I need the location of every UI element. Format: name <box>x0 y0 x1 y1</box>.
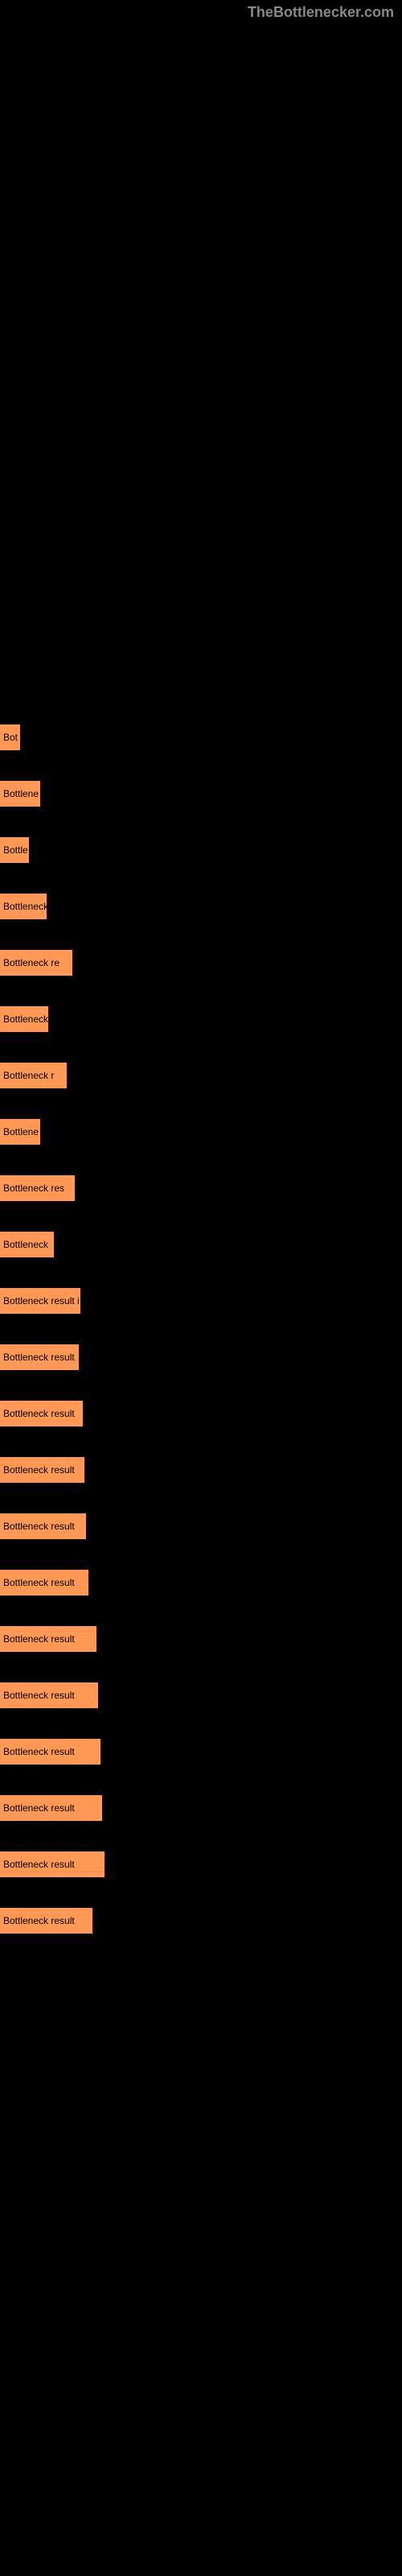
bar: Bottleneck r <box>0 1063 67 1088</box>
bar: Bottleneck result <box>0 1457 84 1483</box>
bar: Bottleneck res <box>0 1175 75 1201</box>
bar-label: Bottleneck <box>3 901 48 912</box>
bar-label: Bottleneck result <box>3 1352 75 1363</box>
bar: Bottlene <box>0 1119 40 1145</box>
bar-label: Bottleneck <box>3 1013 48 1025</box>
bar-row: Bottleneck re <box>0 950 402 976</box>
bar-row: Bottleneck result <box>0 1682 402 1708</box>
bar-label: Bottleneck result <box>3 1408 75 1419</box>
bar-label: Bottleneck result <box>3 1521 75 1532</box>
bar-row: Bottleneck <box>0 894 402 919</box>
bar: Bottlene <box>0 781 40 807</box>
bar: Bottleneck result <box>0 1626 96 1652</box>
bar-row: Bot <box>0 724 402 750</box>
bar-row: Bottleneck result <box>0 1344 402 1370</box>
bar: Bottleneck re <box>0 950 72 976</box>
bar: Bot <box>0 724 20 750</box>
bar: Bottleneck result <box>0 1570 88 1596</box>
bar-row: Bottleneck result <box>0 1457 402 1483</box>
bar-row: Bottleneck result i <box>0 1288 402 1314</box>
bar-row: Bottlene <box>0 781 402 807</box>
bar: Bottleneck result <box>0 1852 105 1877</box>
bar: Bottleneck result <box>0 1344 79 1370</box>
bar-label: Bottlene <box>3 1126 39 1137</box>
bar-label: Bottlene <box>3 788 39 799</box>
bar-label: Bot <box>3 732 18 743</box>
bar-row: Bottle <box>0 837 402 863</box>
bar-row: Bottleneck <box>0 1232 402 1257</box>
bar: Bottleneck <box>0 894 47 919</box>
bar-label: Bottleneck res <box>3 1183 64 1194</box>
bar: Bottle <box>0 837 29 863</box>
bar: Bottleneck result <box>0 1795 102 1821</box>
bar-row: Bottlene <box>0 1119 402 1145</box>
bar: Bottleneck result <box>0 1908 92 1934</box>
bar-label: Bottleneck result <box>3 1577 75 1588</box>
bar: Bottleneck result <box>0 1401 83 1426</box>
bar-label: Bottleneck <box>3 1239 48 1250</box>
bar-row: Bottleneck res <box>0 1175 402 1201</box>
bar-row: Bottleneck r <box>0 1063 402 1088</box>
bar-label: Bottleneck result i <box>3 1295 80 1307</box>
bar-label: Bottle <box>3 844 28 856</box>
watermark: TheBottlenecker.com <box>248 4 394 21</box>
bar-row: Bottleneck result <box>0 1401 402 1426</box>
bar: Bottleneck result <box>0 1739 100 1765</box>
bar-label: Bottleneck result <box>3 1746 75 1757</box>
bar-row: Bottleneck <box>0 1006 402 1032</box>
bar-label: Bottleneck result <box>3 1690 75 1701</box>
bar-row: Bottleneck result <box>0 1852 402 1877</box>
bar-row: Bottleneck result <box>0 1795 402 1821</box>
bar-row: Bottleneck result <box>0 1739 402 1765</box>
bar: Bottleneck result <box>0 1513 86 1539</box>
bar-row: Bottleneck result <box>0 1908 402 1934</box>
bar: Bottleneck result i <box>0 1288 80 1314</box>
bar-label: Bottleneck result <box>3 1464 75 1476</box>
bar-row: Bottleneck result <box>0 1626 402 1652</box>
bar-label: Bottleneck result <box>3 1633 75 1645</box>
bar-chart: Bot Bottlene Bottle Bottleneck Bottlenec… <box>0 0 402 2004</box>
bar: Bottleneck <box>0 1006 48 1032</box>
bar-label: Bottleneck result <box>3 1859 75 1870</box>
bar: Bottleneck <box>0 1232 54 1257</box>
bar-label: Bottleneck result <box>3 1802 75 1814</box>
bar-row: Bottleneck result <box>0 1570 402 1596</box>
bar-row: Bottleneck result <box>0 1513 402 1539</box>
bar: Bottleneck result <box>0 1682 98 1708</box>
bar-label: Bottleneck result <box>3 1915 75 1926</box>
bar-label: Bottleneck re <box>3 957 59 968</box>
bar-label: Bottleneck r <box>3 1070 54 1081</box>
